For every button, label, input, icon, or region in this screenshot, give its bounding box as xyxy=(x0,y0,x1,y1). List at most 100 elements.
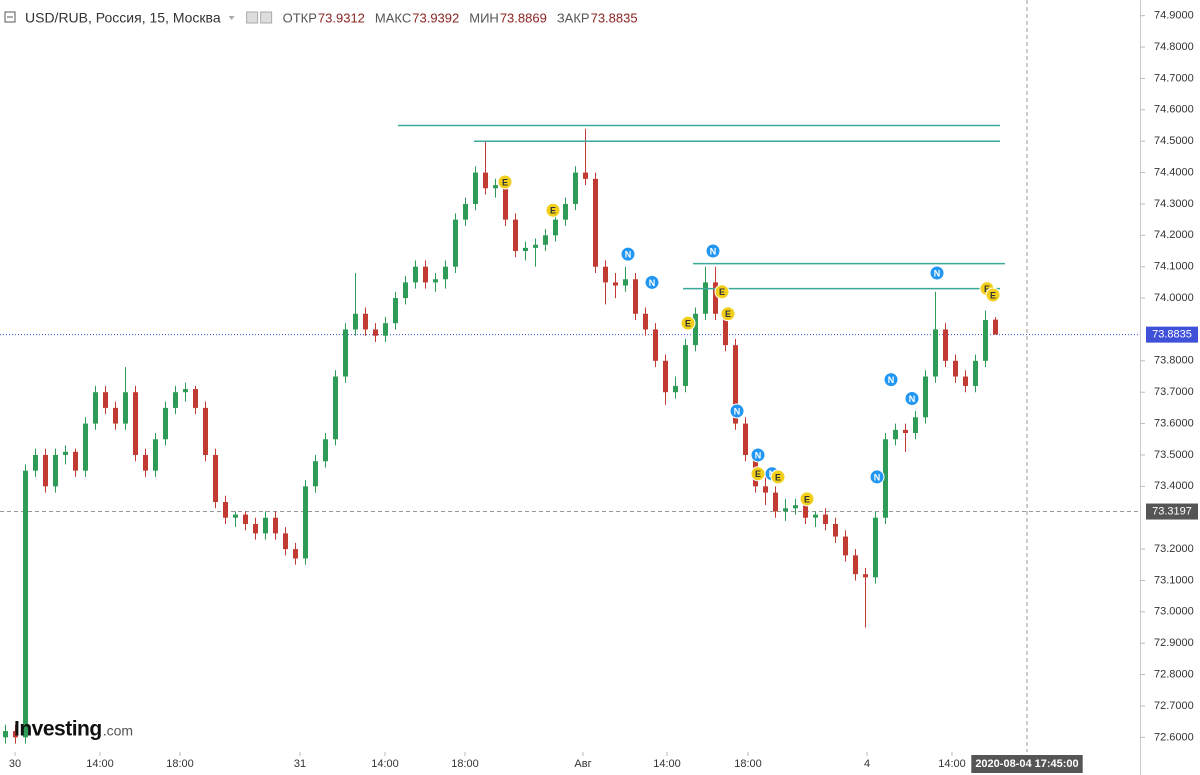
candle-body xyxy=(173,392,178,408)
caret[interactable] xyxy=(228,16,235,20)
symbol-title[interactable]: USD/RUB, Россия, 15, Москва xyxy=(25,10,221,26)
candle-body xyxy=(443,266,448,280)
quote-value: 73.8869 xyxy=(500,10,547,25)
event-marker[interactable] xyxy=(929,265,945,281)
crosshair-time-box xyxy=(971,755,1083,773)
candle-body xyxy=(793,505,798,509)
event-marker[interactable] xyxy=(705,243,721,259)
event-marker[interactable] xyxy=(714,284,730,300)
event-marker-label: N xyxy=(649,278,656,288)
candle-body xyxy=(303,486,308,559)
event-marker-label: E xyxy=(755,469,761,479)
event-marker[interactable] xyxy=(750,447,766,463)
candle-body xyxy=(653,329,658,361)
y-tick-label: 72.7000 xyxy=(1154,700,1194,712)
icon[interactable] xyxy=(246,11,259,24)
candle-body xyxy=(73,451,78,471)
event-marker[interactable] xyxy=(497,174,513,190)
event-marker-label: N xyxy=(710,246,717,256)
y-tick-label: 74.5000 xyxy=(1154,135,1194,147)
candle-body xyxy=(433,279,438,283)
x-tick-label: 14:00 xyxy=(371,758,399,770)
candle-body xyxy=(543,235,548,245)
event-marker-label: E xyxy=(685,319,691,329)
x-tick-label: 18:00 xyxy=(451,758,479,770)
candle-body xyxy=(813,514,818,518)
event-marker-label: E xyxy=(719,287,725,297)
event-marker-label: E xyxy=(550,206,556,216)
candle-body xyxy=(403,282,408,299)
candle-body xyxy=(933,329,938,377)
quote-label: МАКС xyxy=(375,10,411,25)
event-marker[interactable] xyxy=(729,403,745,419)
candle-body xyxy=(643,313,648,330)
candle-body xyxy=(723,313,728,346)
event-marker[interactable] xyxy=(680,315,696,331)
candle-body xyxy=(373,329,378,336)
quote-label: МИН xyxy=(469,10,499,25)
candle-body xyxy=(223,502,228,518)
event-marker[interactable] xyxy=(770,469,786,485)
y-tick-label: 72.6000 xyxy=(1154,731,1194,743)
candle-body xyxy=(833,523,838,537)
candle-body xyxy=(953,360,958,377)
candle-body xyxy=(683,345,688,386)
quote-value: 73.9392 xyxy=(412,10,459,25)
candle-body xyxy=(153,439,158,471)
candle-body xyxy=(693,313,698,346)
candle-body xyxy=(383,323,388,336)
candle-body xyxy=(493,185,498,189)
y-tick-label: 73.2000 xyxy=(1154,543,1194,555)
candle-body xyxy=(363,313,368,330)
candle-body xyxy=(623,279,628,286)
event-marker-label: E xyxy=(725,309,731,319)
candle-body xyxy=(273,517,278,534)
crosshair-price-label: 73.3197 xyxy=(1152,505,1192,517)
candle-body xyxy=(583,172,588,179)
candle-body xyxy=(413,266,418,283)
event-marker[interactable] xyxy=(799,491,815,507)
event-marker-label: E xyxy=(502,177,508,187)
candle-body xyxy=(143,454,148,471)
event-marker-label: N xyxy=(909,394,916,404)
candle-body xyxy=(213,454,218,503)
event-marker[interactable] xyxy=(985,287,1001,303)
event-marker[interactable] xyxy=(545,202,561,218)
candle-body xyxy=(483,172,488,189)
event-marker-label: N xyxy=(625,250,632,260)
icon[interactable] xyxy=(260,11,273,24)
candle-body xyxy=(573,172,578,204)
candle-body xyxy=(283,533,288,550)
candle-body xyxy=(233,514,238,518)
candle-body xyxy=(3,731,8,738)
event-marker-label: N xyxy=(755,450,762,460)
event-marker[interactable] xyxy=(720,306,736,322)
y-tick-label: 73.5000 xyxy=(1154,449,1194,461)
event-marker[interactable] xyxy=(644,274,660,290)
candle-body xyxy=(513,219,518,252)
candle-body xyxy=(913,417,918,433)
candle-body xyxy=(613,282,618,286)
candle-body xyxy=(123,392,128,424)
event-marker[interactable] xyxy=(620,246,636,262)
candle-body xyxy=(33,454,38,471)
y-tick-label: 74.4000 xyxy=(1154,166,1194,178)
y-tick-label: 74.7000 xyxy=(1154,72,1194,84)
quote-value: 73.9312 xyxy=(318,10,365,25)
x-tick-label: 4 xyxy=(864,758,870,770)
event-marker[interactable] xyxy=(869,469,885,485)
event-marker-label: N xyxy=(874,472,881,482)
candle-body xyxy=(773,492,778,512)
event-marker-label: E xyxy=(775,472,781,482)
candle-body xyxy=(103,392,108,408)
y-tick-label: 74.8000 xyxy=(1154,41,1194,53)
candle-body xyxy=(533,244,538,248)
event-marker[interactable] xyxy=(904,390,920,406)
event-marker[interactable] xyxy=(883,372,899,388)
menu-icon[interactable] xyxy=(4,11,16,23)
candle-body xyxy=(193,389,198,408)
candle-body xyxy=(13,731,18,738)
candle-body xyxy=(523,247,528,252)
